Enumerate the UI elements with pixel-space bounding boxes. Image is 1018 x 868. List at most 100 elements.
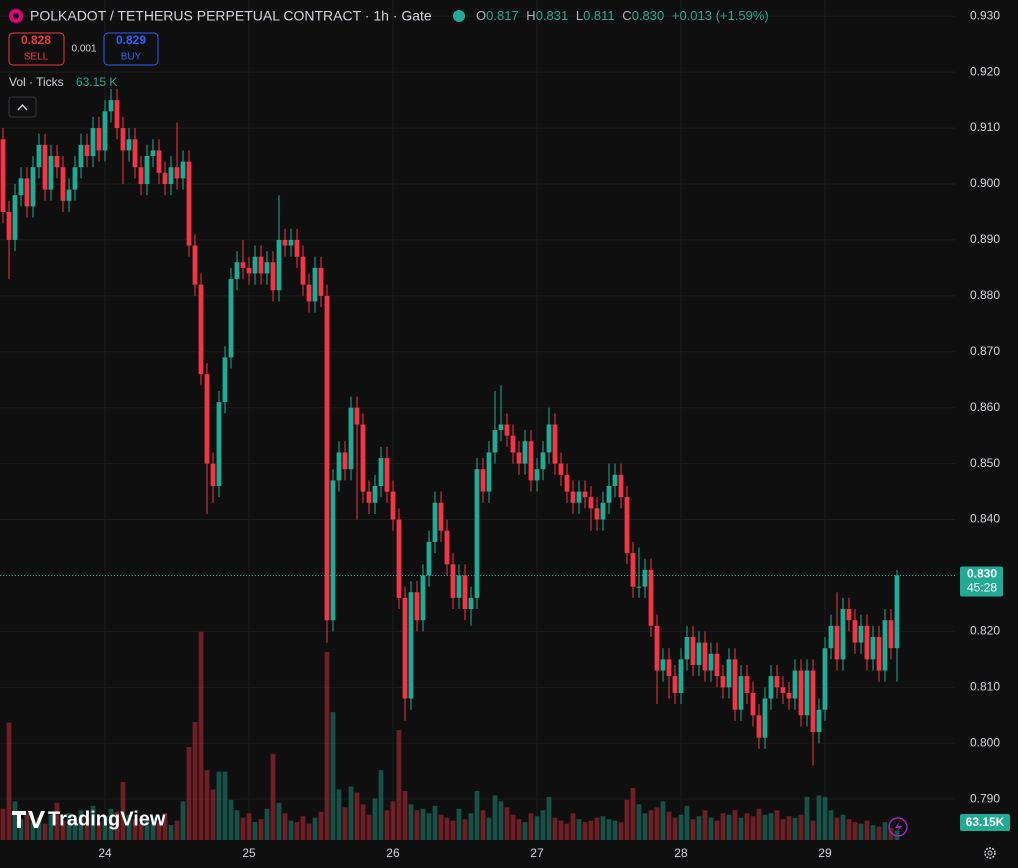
candle-body: [198, 284, 204, 375]
volume-bar: [768, 813, 774, 840]
candle-body: [180, 161, 186, 179]
candle-body: [132, 139, 138, 168]
settings-icon-inner[interactable]: [987, 850, 993, 856]
volume-bar: [822, 796, 828, 840]
volume-bar: [846, 819, 852, 840]
candle-body: [156, 150, 162, 173]
candle-body: [234, 262, 240, 280]
volume-bar: [780, 819, 786, 840]
candle-body: [300, 256, 306, 285]
volume-bar: [732, 810, 738, 840]
ohlc-value: 0.811: [583, 8, 615, 23]
y-tick-label: 0.870: [970, 344, 1000, 358]
volume-bar: [114, 811, 120, 840]
candle-body: [96, 128, 102, 151]
volume-bar: [882, 822, 888, 840]
buy-price[interactable]: 0.829: [116, 33, 146, 47]
candle-body: [60, 167, 66, 201]
buy-button[interactable]: 0.829 BUY: [103, 32, 159, 66]
volume-bar: [678, 814, 684, 840]
settings-button[interactable]: [984, 847, 996, 859]
sell-price[interactable]: 0.828: [21, 33, 51, 47]
candle-body: [264, 262, 270, 274]
volume-bar: [246, 813, 252, 840]
candle-body: [624, 497, 630, 554]
candle-body: [762, 698, 768, 738]
volume-bar: [468, 813, 474, 840]
candle-body: [246, 267, 252, 274]
volume-bar: [204, 770, 210, 840]
candle-body: [828, 625, 834, 649]
volume-bar: [144, 820, 150, 840]
candle-body: [462, 575, 468, 610]
volume-bar: [306, 823, 312, 840]
volume-bar: [738, 817, 744, 840]
volume-bar: [642, 813, 648, 840]
sell-button[interactable]: 0.828 SELL: [8, 32, 65, 66]
sell-label[interactable]: SELL: [24, 52, 49, 63]
candle-body: [114, 100, 120, 129]
buy-label[interactable]: BUY: [121, 52, 142, 63]
candle-body: [318, 267, 324, 296]
collapse-button[interactable]: [8, 96, 37, 118]
y-tick-label: 0.860: [970, 400, 1000, 414]
volume-bar: [138, 823, 144, 840]
candle-body: [612, 474, 618, 486]
volume-bar: [258, 819, 264, 840]
alert-icon[interactable]: [895, 821, 902, 833]
volume-bar: [498, 801, 504, 840]
candle-body: [678, 659, 684, 693]
candle-body: [660, 659, 666, 671]
candle-body: [72, 167, 78, 190]
candle-body: [450, 564, 456, 598]
settings-icon[interactable]: [984, 847, 996, 859]
volume-bar: [888, 828, 894, 840]
volume-bar: [726, 814, 732, 840]
candle-body: [840, 609, 846, 660]
volume-bar: [330, 712, 336, 840]
candle-body: [222, 357, 228, 403]
y-tick-label: 0.910: [970, 120, 1000, 134]
alert-circle[interactable]: [888, 817, 908, 837]
candle-body: [552, 424, 558, 464]
ohlc-value: 0.817: [486, 8, 519, 23]
volume-bar: [504, 807, 510, 840]
y-tick-label: 0.880: [970, 288, 1000, 302]
candle-body: [276, 239, 282, 291]
candle-body: [708, 653, 714, 671]
alert-button[interactable]: [888, 817, 908, 837]
candle-body: [438, 502, 444, 531]
volume-bar: [612, 820, 618, 840]
volume-bar: [294, 822, 300, 840]
volume-bar: [576, 819, 582, 840]
candle-body: [858, 625, 864, 643]
volume-bar: [162, 813, 168, 840]
x-tick-label: 26: [386, 846, 400, 860]
volume-bar: [744, 813, 750, 840]
volume-bar: [600, 816, 606, 840]
collapse-icon[interactable]: [17, 103, 28, 111]
candle-body: [324, 295, 330, 621]
buy-box[interactable]: [103, 32, 159, 66]
candle-body: [672, 676, 678, 693]
candle-body: [714, 653, 720, 677]
candle-body: [162, 172, 168, 184]
collapse-box[interactable]: [8, 96, 37, 118]
volume-bar: [402, 790, 408, 840]
candle-body: [786, 692, 792, 699]
volume-bar: [6, 722, 12, 840]
sell-box[interactable]: [8, 32, 65, 66]
candle-body: [588, 497, 594, 509]
candle-body: [342, 452, 348, 470]
candle-body: [204, 374, 210, 464]
volume-bar: [570, 813, 576, 840]
volume-bar: [618, 822, 624, 840]
ohlc-key: H: [526, 8, 535, 23]
candle-body: [468, 597, 474, 610]
volume-bar: [66, 813, 72, 840]
volume-bar: [786, 816, 792, 840]
y-tick-label: 0.930: [970, 8, 1000, 22]
candle-body: [702, 642, 708, 671]
candle-body: [606, 485, 612, 503]
candles: [0, 88, 900, 766]
